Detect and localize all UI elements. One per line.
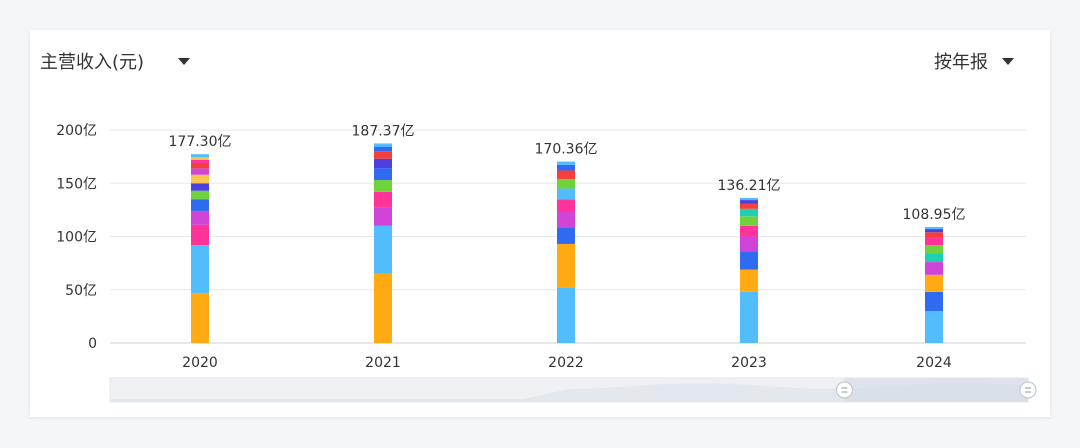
bar-segment bbox=[374, 273, 392, 343]
bar-segment bbox=[740, 208, 758, 217]
bar-segment bbox=[740, 216, 758, 226]
bar-segment bbox=[374, 151, 392, 159]
metric-dropdown[interactable]: 主营收入(元) bbox=[40, 48, 191, 74]
bar-segment bbox=[191, 163, 209, 169]
bar-segment bbox=[374, 180, 392, 192]
bar-segment bbox=[557, 170, 575, 179]
bar-segment bbox=[374, 207, 392, 226]
bar-segment bbox=[925, 229, 943, 233]
bar-segment bbox=[374, 158, 392, 169]
bar-segment bbox=[925, 232, 943, 238]
bar-segment bbox=[374, 191, 392, 208]
bar-segment bbox=[925, 253, 943, 263]
bar-segment bbox=[740, 203, 758, 209]
period-dropdown-label: 按年报 bbox=[934, 52, 988, 73]
x-tick-label: 2021 bbox=[365, 355, 401, 371]
bar-segment bbox=[925, 311, 943, 343]
bar-segment bbox=[191, 168, 209, 175]
metric-dropdown-label: 主营收入(元) bbox=[40, 52, 145, 73]
bar-segment bbox=[740, 251, 758, 270]
bar-segment bbox=[557, 212, 575, 228]
bar-segment bbox=[740, 225, 758, 237]
x-tick-label: 2023 bbox=[731, 355, 767, 371]
bar-total-label: 177.30亿 bbox=[169, 134, 232, 150]
bar-total-label: 170.36亿 bbox=[535, 142, 598, 158]
y-tick-label: 0 bbox=[88, 336, 97, 352]
bar-segment bbox=[191, 190, 209, 200]
bar-segment bbox=[191, 245, 209, 293]
bar-segment bbox=[374, 168, 392, 181]
bar-segment bbox=[374, 225, 392, 274]
bar-segment bbox=[925, 274, 943, 292]
zoom-slider-window[interactable] bbox=[844, 378, 1028, 402]
bar-segment bbox=[374, 146, 392, 152]
chevron-down-icon bbox=[178, 57, 191, 65]
x-tick-label: 2020 bbox=[182, 355, 218, 371]
bar-segment bbox=[557, 227, 575, 244]
bar-segment bbox=[557, 243, 575, 288]
bar-segment bbox=[191, 292, 209, 343]
bar-total-label: 108.95亿 bbox=[903, 207, 966, 223]
bar-segment bbox=[925, 237, 943, 246]
period-dropdown[interactable]: 按年报 bbox=[934, 48, 1014, 74]
chevron-down-icon bbox=[1002, 57, 1014, 65]
y-tick-label: 50亿 bbox=[65, 283, 97, 299]
bar-segment bbox=[925, 245, 943, 254]
bar-segment bbox=[191, 210, 209, 225]
x-tick-label: 2024 bbox=[916, 355, 952, 371]
bar-segment bbox=[557, 161, 575, 165]
zoom-slider-handle[interactable] bbox=[835, 381, 853, 399]
stacked-bar-chart: 0 50亿 100亿 150亿 200亿 177.30亿 2020 187.37亿 2021 17… bbox=[56, 123, 1037, 403]
bar-segment bbox=[557, 164, 575, 171]
zoom-slider-area bbox=[110, 383, 1028, 402]
bar-segment bbox=[191, 154, 209, 158]
bar-segment bbox=[925, 262, 943, 275]
bar-segment bbox=[740, 197, 758, 201]
y-tick-label: 200亿 bbox=[56, 123, 97, 139]
bar-segment bbox=[191, 157, 209, 160]
bar-segment bbox=[557, 188, 575, 200]
bar-segment bbox=[740, 269, 758, 292]
y-tick-label: 100亿 bbox=[56, 230, 97, 246]
bar-segment bbox=[557, 287, 575, 343]
zoom-slider-handle[interactable] bbox=[1019, 381, 1037, 399]
bar-segment bbox=[191, 159, 209, 164]
bar-segment bbox=[191, 183, 209, 191]
x-tick-label: 2022 bbox=[548, 355, 584, 371]
bar-segment bbox=[740, 291, 758, 343]
bar-segment bbox=[740, 236, 758, 252]
bar-total-label: 136.21亿 bbox=[718, 178, 781, 194]
bar-total-label: 187.37亿 bbox=[352, 123, 415, 139]
bar-segment bbox=[191, 199, 209, 211]
bar-segment bbox=[191, 174, 209, 184]
bar-segment bbox=[740, 200, 758, 204]
bar-segment bbox=[925, 291, 943, 312]
bar-segment bbox=[374, 143, 392, 147]
y-tick-label: 150亿 bbox=[56, 176, 97, 192]
bar-segment bbox=[557, 199, 575, 213]
bar-segment bbox=[557, 178, 575, 189]
bar-segment bbox=[925, 226, 943, 230]
revenue-chart-card: 主营收入(元) 按年报 0 50亿 100亿 150亿 200亿 177.30亿 2020 1… bbox=[30, 30, 1050, 417]
bar-segment bbox=[191, 224, 209, 246]
